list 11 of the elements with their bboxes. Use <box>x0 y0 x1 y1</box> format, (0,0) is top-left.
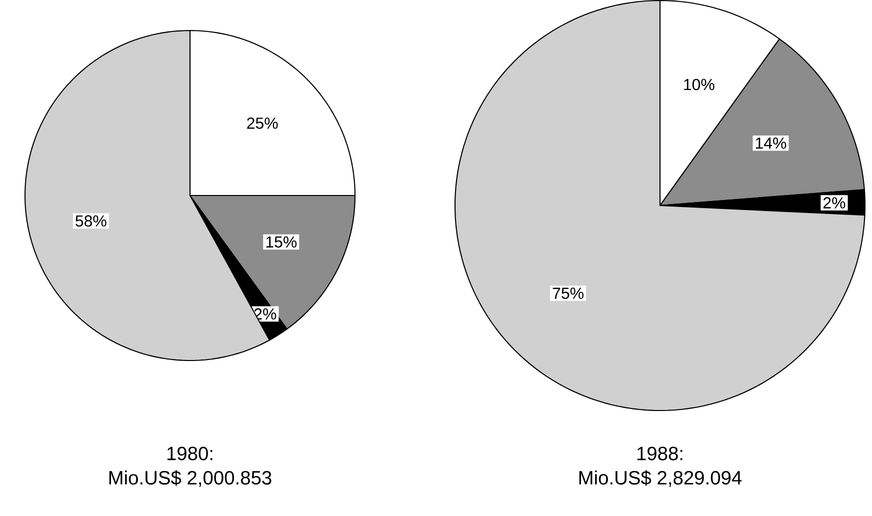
data-label: 58% <box>76 216 106 227</box>
text: 1988: <box>637 446 682 461</box>
text: 1980: <box>167 446 212 461</box>
text: Mio.US$ 2,829.094 <box>579 470 742 488</box>
data-label: 10% <box>684 79 714 90</box>
data-label: 15% <box>266 236 297 248</box>
data-label: 2% <box>823 197 846 209</box>
text: Mio.US$ 2,000.853 <box>109 470 272 488</box>
data-label: 75% <box>552 288 584 300</box>
data-label: 14% <box>756 138 786 149</box>
data-label: 25% <box>247 118 278 130</box>
